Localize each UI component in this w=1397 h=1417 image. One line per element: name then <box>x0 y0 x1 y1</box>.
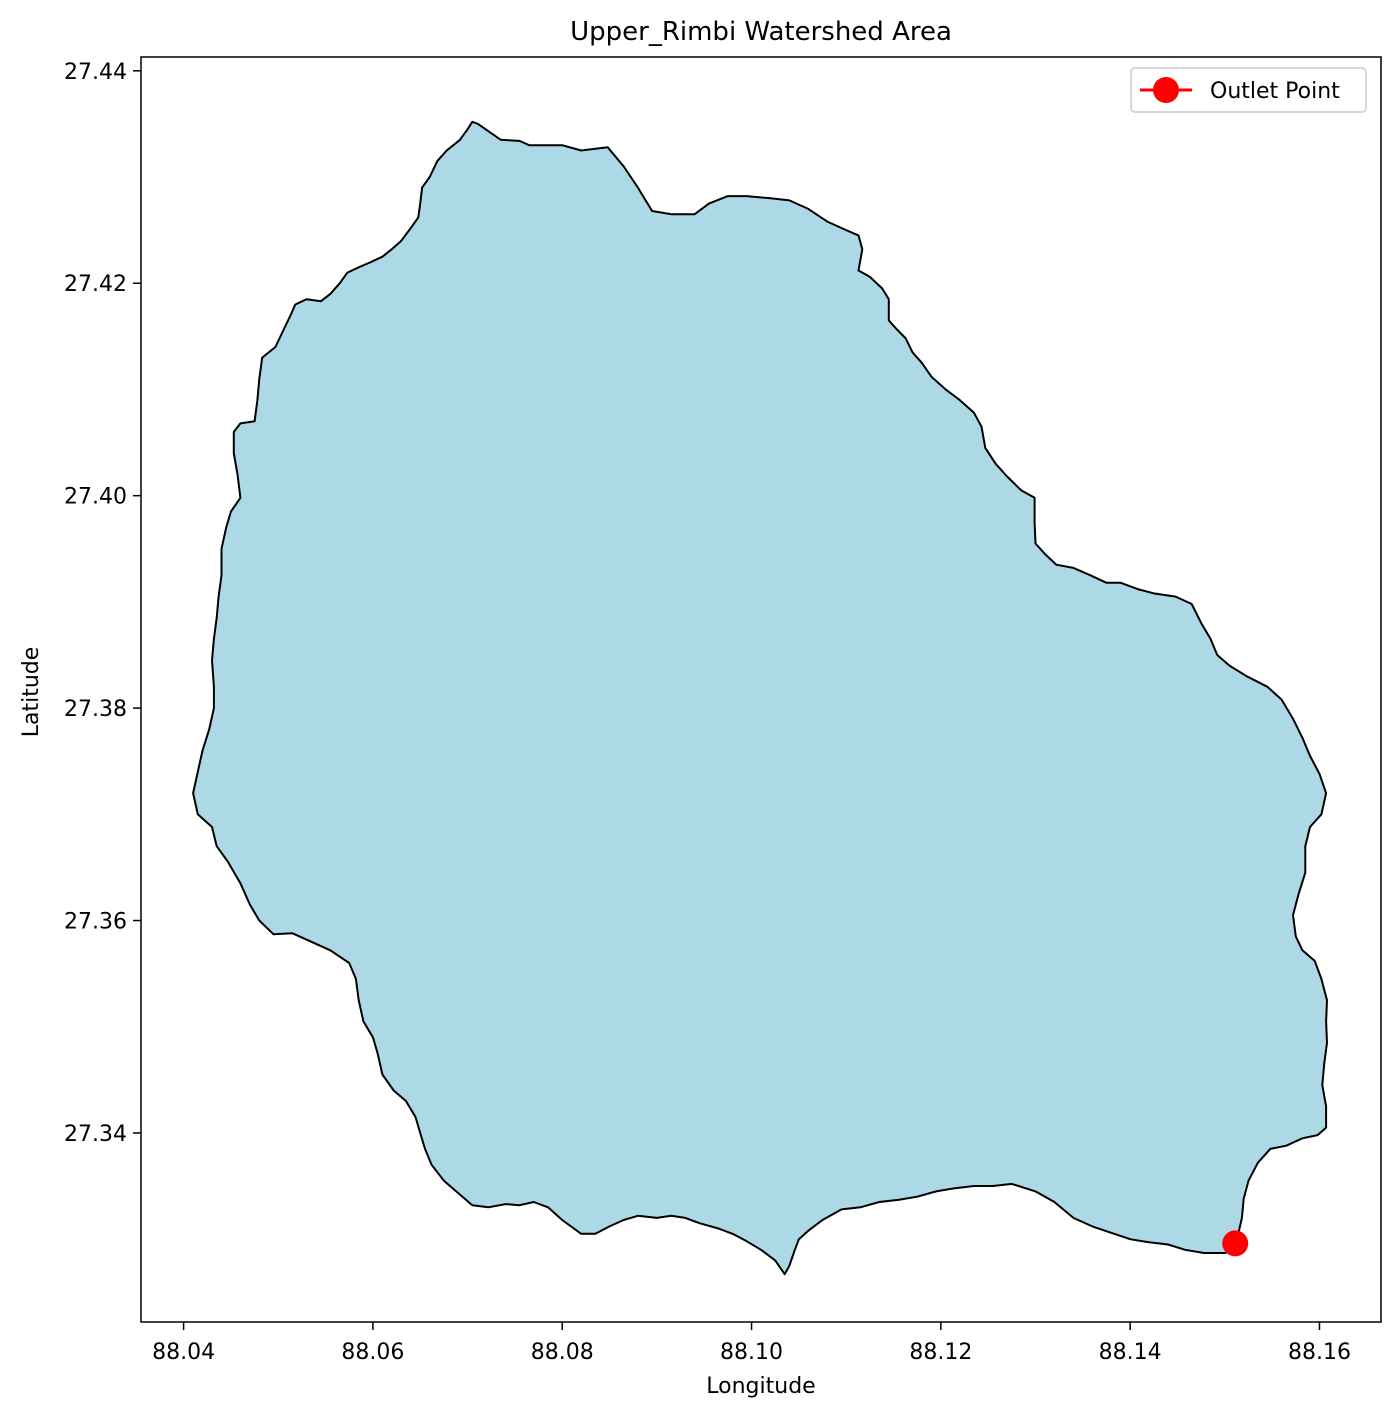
plot-area <box>192 120 1328 1276</box>
legend-label: Outlet Point <box>1210 79 1340 104</box>
x-tick-label: 88.12 <box>909 1340 972 1365</box>
y-tick-label: 27.36 <box>64 910 127 935</box>
legend-marker <box>1153 77 1179 103</box>
watershed-polygon <box>192 120 1328 1276</box>
x-tick-label: 88.04 <box>152 1340 215 1365</box>
legend: Outlet Point <box>1130 67 1367 113</box>
axes-frame <box>140 56 1382 1323</box>
outlet-point-marker <box>1222 1230 1249 1257</box>
y-tick-label: 27.42 <box>64 272 127 297</box>
legend-box <box>1130 67 1367 113</box>
x-tick-label: 88.14 <box>1099 1340 1162 1365</box>
y-tick-label: 27.38 <box>64 697 127 722</box>
y-tick-label: 27.34 <box>64 1122 127 1147</box>
x-tick-label: 88.16 <box>1288 1340 1351 1365</box>
axes: 88.04 88.06 88.08 88.10 88.12 88.14 88.16 27.34… <box>64 56 1382 1365</box>
chart-title: Upper_Rimbi Watershed Area <box>570 17 952 47</box>
y-axis-label: Latitude <box>19 647 44 738</box>
x-tick-label: 88.10 <box>720 1340 783 1365</box>
y-tick-label: 27.44 <box>64 60 127 85</box>
y-tick-label: 27.40 <box>64 485 127 510</box>
x-tick-label: 88.08 <box>531 1340 594 1365</box>
x-axis-label: Longitude <box>706 1374 815 1399</box>
x-tick-label: 88.06 <box>341 1340 404 1365</box>
